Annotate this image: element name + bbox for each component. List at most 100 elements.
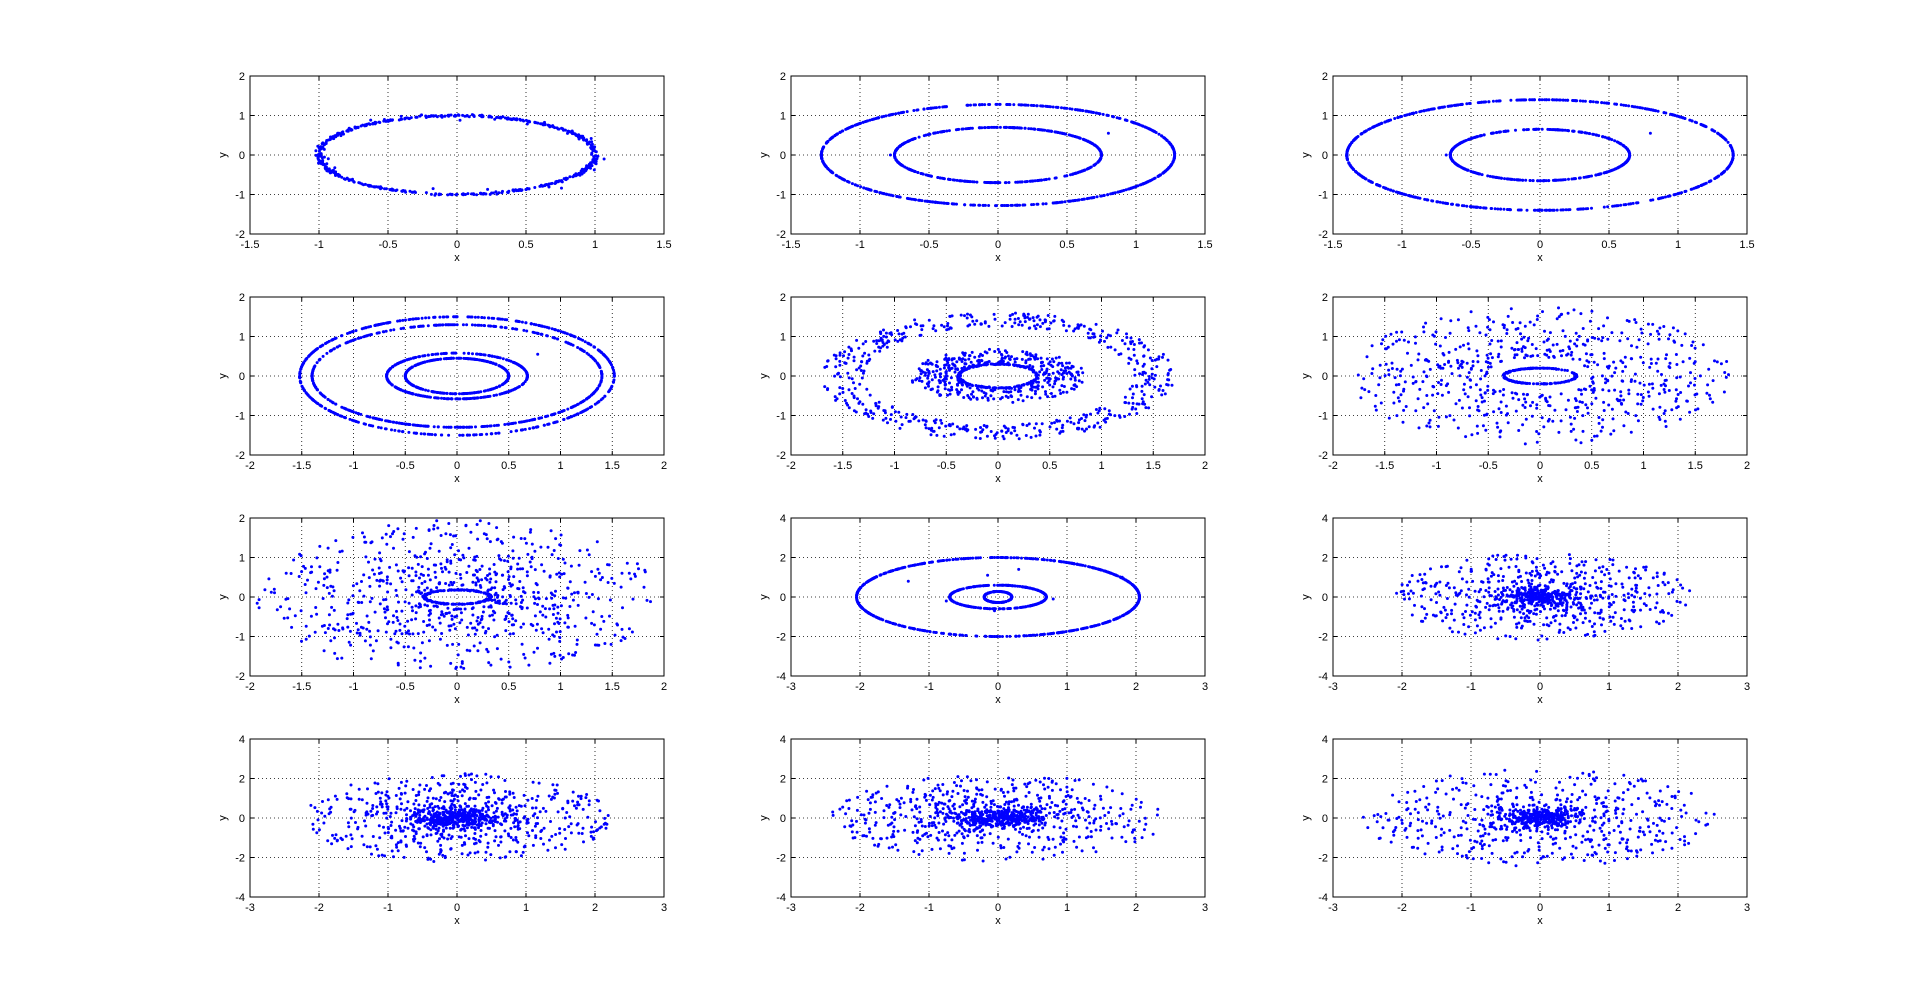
data-point bbox=[1050, 129, 1053, 133]
data-point bbox=[340, 334, 343, 338]
data-point bbox=[1011, 425, 1015, 429]
data-point bbox=[391, 188, 395, 192]
data-point bbox=[1725, 167, 1729, 171]
data-point bbox=[940, 421, 944, 425]
data-point bbox=[1004, 426, 1008, 430]
data-point bbox=[1041, 104, 1045, 108]
data-point bbox=[381, 330, 385, 334]
data-point bbox=[1359, 132, 1363, 136]
data-point bbox=[509, 430, 513, 434]
data-point bbox=[592, 168, 596, 172]
data-point bbox=[317, 146, 321, 150]
data-point bbox=[539, 332, 543, 336]
data-point bbox=[313, 349, 317, 353]
data-point bbox=[1089, 110, 1093, 114]
data-point bbox=[844, 361, 848, 365]
data-point bbox=[942, 325, 946, 329]
data-point bbox=[352, 419, 356, 423]
data-point bbox=[979, 426, 982, 429]
data-point bbox=[1097, 409, 1101, 413]
data-point bbox=[846, 403, 850, 407]
data-point bbox=[553, 126, 557, 130]
data-point bbox=[930, 426, 934, 430]
data-point bbox=[1070, 107, 1074, 111]
data-point bbox=[346, 332, 349, 335]
y-tick-label: -1 bbox=[235, 190, 245, 202]
data-point bbox=[1084, 138, 1087, 142]
data-point bbox=[1129, 186, 1133, 190]
data-point bbox=[350, 330, 354, 334]
data-point bbox=[896, 329, 900, 332]
data-point bbox=[1056, 105, 1060, 109]
data-point bbox=[883, 409, 887, 413]
data-point bbox=[1117, 353, 1121, 356]
data-point bbox=[972, 180, 976, 184]
data-point bbox=[853, 387, 857, 390]
data-point bbox=[450, 192, 454, 196]
data-point bbox=[298, 371, 302, 375]
data-point bbox=[1153, 176, 1157, 180]
data-point bbox=[1450, 158, 1454, 162]
data-point bbox=[1101, 112, 1105, 116]
data-point bbox=[847, 376, 851, 380]
data-point bbox=[906, 167, 910, 171]
data-point bbox=[998, 125, 1002, 129]
data-point bbox=[472, 433, 476, 437]
data-point bbox=[389, 328, 393, 332]
data-point bbox=[611, 380, 615, 384]
data-point bbox=[390, 118, 394, 122]
data-point bbox=[894, 419, 898, 423]
data-point bbox=[834, 398, 838, 402]
data-point bbox=[1092, 425, 1096, 429]
data-point bbox=[882, 334, 886, 338]
data-point bbox=[471, 352, 474, 356]
data-point bbox=[1086, 331, 1090, 335]
data-point bbox=[444, 357, 448, 361]
data-point bbox=[321, 394, 325, 398]
data-point bbox=[1125, 332, 1128, 336]
data-point bbox=[571, 131, 575, 135]
data-point bbox=[1140, 389, 1144, 393]
data-point bbox=[520, 188, 524, 192]
data-point bbox=[1165, 383, 1169, 386]
data-point bbox=[495, 393, 498, 397]
data-point bbox=[579, 134, 583, 138]
data-point bbox=[386, 379, 390, 383]
data-point bbox=[448, 192, 452, 196]
data-point bbox=[446, 193, 450, 197]
data-point bbox=[590, 146, 594, 150]
data-point bbox=[395, 188, 399, 192]
data-point bbox=[1028, 317, 1031, 321]
data-point bbox=[1720, 172, 1724, 176]
data-point bbox=[576, 402, 580, 406]
data-point bbox=[1660, 196, 1664, 200]
data-point bbox=[382, 322, 386, 325]
data-point bbox=[942, 177, 946, 181]
data-point bbox=[1132, 121, 1136, 125]
data-point bbox=[483, 353, 487, 357]
data-point bbox=[543, 120, 546, 124]
data-point bbox=[351, 177, 354, 181]
data-point bbox=[466, 192, 470, 196]
data-point bbox=[1383, 120, 1387, 124]
data-point bbox=[1056, 131, 1060, 134]
data-point bbox=[467, 351, 471, 355]
data-point bbox=[1087, 425, 1091, 429]
data-point bbox=[850, 377, 854, 381]
data-point bbox=[896, 160, 900, 164]
data-point bbox=[971, 203, 975, 207]
data-point bbox=[430, 433, 434, 436]
data-point bbox=[893, 410, 897, 414]
data-point bbox=[330, 400, 334, 404]
data-point bbox=[913, 136, 917, 140]
data-point bbox=[1137, 338, 1141, 342]
data-point bbox=[1135, 412, 1139, 415]
data-point bbox=[940, 201, 944, 205]
data-point bbox=[389, 382, 393, 386]
data-point bbox=[400, 117, 404, 121]
data-point bbox=[393, 428, 397, 432]
data-point bbox=[1144, 181, 1148, 185]
data-point bbox=[495, 385, 499, 389]
data-point bbox=[365, 334, 369, 338]
data-point bbox=[556, 337, 560, 341]
